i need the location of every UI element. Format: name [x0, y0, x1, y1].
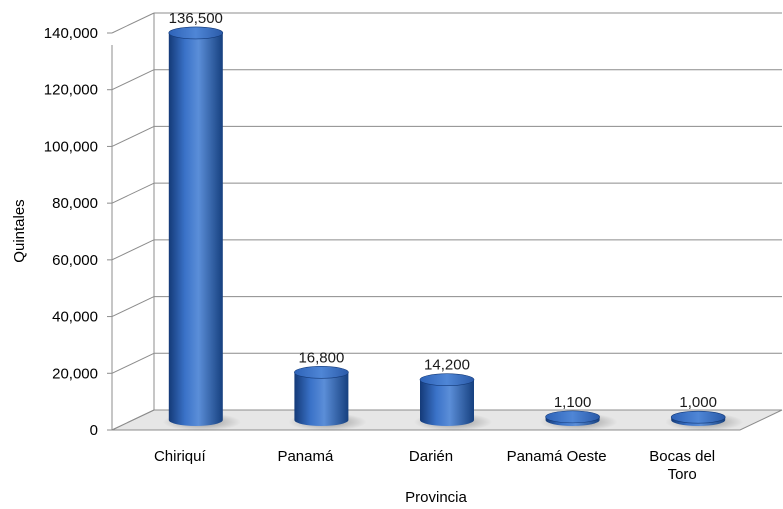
x-tick-label: Panamá Oeste [507, 448, 607, 465]
y-axis-title: Quintales [11, 199, 28, 262]
y-tick-label: 140,000 [44, 25, 98, 42]
data-label: 14,200 [424, 357, 470, 374]
bar-body [294, 372, 349, 426]
y-tick-label: 60,000 [52, 252, 98, 269]
x-axis-labels: Chiriquí Panamá Darién Panamá Oeste Bocas de… [154, 448, 715, 483]
gridline-wall [111, 352, 155, 374]
bars: 136,500 16,800 14,200 1,100 1,000 [162, 10, 744, 431]
y-tick-label: 100,000 [44, 138, 98, 155]
y-tick-label: 80,000 [52, 195, 98, 212]
x-tick-label: Panamá [277, 448, 334, 465]
x-tick-label: Darién [409, 448, 453, 465]
bar-body [168, 32, 223, 427]
y-tick-label: 120,000 [44, 82, 98, 99]
gridline-wall [111, 239, 155, 261]
y-tick-label: 20,000 [52, 365, 98, 382]
data-label: 16,800 [298, 349, 344, 366]
bar-body [420, 379, 474, 426]
bar-top [670, 410, 726, 424]
bar: 14,200 [414, 357, 492, 431]
bar-top [294, 366, 349, 379]
gridlines [111, 12, 782, 431]
bar-top [545, 410, 600, 424]
gridline-wall [111, 69, 155, 91]
y-axis-ticks: 0 20,000 40,000 60,000 80,000 100,000 120,000 1… [44, 25, 112, 439]
bar: 1,000 [665, 394, 744, 431]
bar: 1,100 [539, 394, 618, 431]
bar-top [419, 373, 475, 387]
gridline-wall [111, 296, 155, 318]
data-label: 136,500 [169, 10, 223, 27]
data-label: 1,000 [679, 394, 717, 411]
bar: 136,500 [162, 10, 241, 431]
y-tick-label: 40,000 [52, 309, 98, 326]
gridline-wall [111, 182, 155, 204]
x-tick-label: Chiriquí [154, 448, 207, 465]
gridline-wall [111, 409, 155, 431]
bar-top [168, 26, 224, 40]
gridline-wall [111, 12, 155, 34]
gridline-wall [111, 125, 155, 147]
y-tick-label: 0 [90, 422, 98, 439]
x-tick-label: Bocas del Toro [649, 448, 715, 483]
x-axis-title: Provincia [405, 489, 467, 506]
bar: 16,800 [288, 349, 367, 431]
data-label: 1,100 [554, 394, 592, 411]
